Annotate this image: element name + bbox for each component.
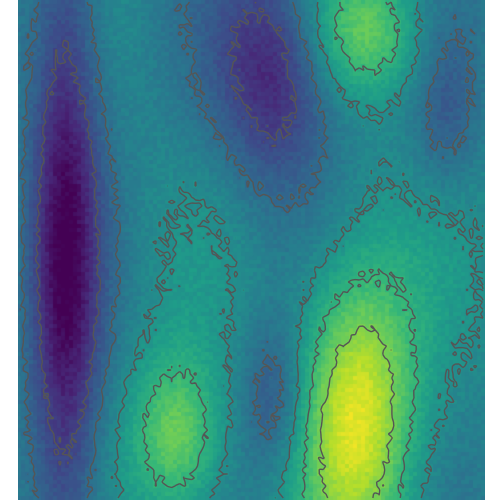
heatmap-field xyxy=(18,0,485,500)
heatmap-plot xyxy=(18,0,485,500)
contour-overlay xyxy=(19,1,484,499)
contour-line-level-2 xyxy=(19,1,477,499)
contour-line-level-4 xyxy=(141,1,420,499)
contour-line-level-5 xyxy=(317,325,396,499)
contour-line-level-1 xyxy=(34,1,298,466)
contour-line-level-3 xyxy=(110,1,484,499)
